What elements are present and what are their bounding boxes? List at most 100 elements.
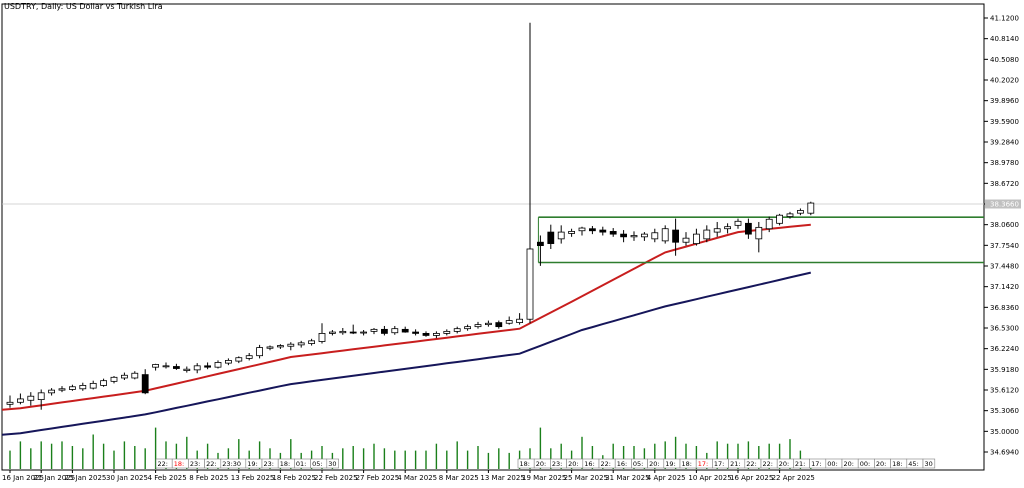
candle[interactable] (630, 235, 638, 238)
candle[interactable] (360, 331, 368, 334)
candle[interactable] (121, 374, 128, 379)
candle[interactable] (297, 342, 305, 346)
candle[interactable] (412, 331, 420, 334)
candle[interactable] (495, 322, 503, 328)
moving-average-slow (1, 271, 812, 436)
candle[interactable] (661, 228, 669, 242)
candle[interactable] (401, 328, 409, 333)
candle[interactable] (537, 241, 544, 247)
candle[interactable] (16, 398, 24, 403)
y-tick-label: 37.1420 (990, 283, 1019, 291)
candle[interactable] (224, 360, 232, 364)
candle[interactable] (204, 365, 212, 368)
session-label: 19: (665, 460, 675, 468)
candle[interactable] (797, 210, 804, 214)
candle[interactable] (131, 372, 139, 379)
session-label: 22: (601, 460, 611, 468)
candle[interactable] (609, 231, 617, 235)
candle[interactable] (724, 226, 731, 230)
candle[interactable] (589, 228, 596, 232)
candle[interactable] (141, 374, 149, 394)
candle[interactable] (713, 228, 721, 233)
candle[interactable] (484, 322, 492, 326)
candle[interactable] (214, 362, 222, 368)
candle[interactable] (682, 237, 690, 243)
session-label: 18: (892, 460, 902, 468)
candle[interactable] (152, 364, 160, 368)
candle[interactable] (37, 392, 45, 400)
candle[interactable] (651, 232, 659, 240)
candle[interactable] (256, 347, 264, 357)
session-label: 22: (206, 460, 216, 468)
x-tick-label: 25 Mar 2025 (564, 474, 608, 482)
candle[interactable] (464, 326, 472, 330)
candle[interactable] (328, 331, 336, 334)
session-label: 23: (190, 460, 200, 468)
candle[interactable] (443, 330, 451, 334)
candle[interactable] (745, 222, 752, 235)
candle[interactable] (318, 333, 326, 342)
candle[interactable] (287, 343, 295, 347)
candle[interactable] (183, 368, 191, 371)
candle[interactable] (193, 365, 201, 371)
candle[interactable] (245, 355, 253, 359)
candle[interactable] (235, 357, 243, 362)
candle[interactable] (620, 233, 627, 238)
candle[interactable] (172, 366, 180, 369)
candle[interactable] (599, 229, 607, 233)
candle[interactable] (526, 248, 534, 320)
candle[interactable] (266, 346, 274, 349)
candle[interactable] (786, 213, 794, 217)
y-tick-label: 35.0000 (990, 428, 1019, 436)
candle[interactable] (474, 324, 482, 328)
candle[interactable] (734, 220, 742, 226)
candle[interactable] (672, 229, 679, 243)
candle[interactable] (276, 345, 284, 348)
x-tick-label: 25 Jan 2025 (64, 474, 106, 482)
candle[interactable] (48, 389, 55, 394)
candle[interactable] (557, 231, 565, 240)
y-tick-label: 37.4480 (990, 263, 1019, 271)
candle[interactable] (703, 229, 711, 240)
candle[interactable] (162, 365, 170, 368)
x-tick-label: 18 Feb 2025 (272, 474, 316, 482)
moving-average-fast (1, 223, 811, 411)
session-label: 16: (584, 460, 594, 468)
candle[interactable] (765, 218, 773, 230)
candle[interactable] (79, 385, 87, 390)
candle[interactable] (547, 231, 555, 244)
candle[interactable] (349, 331, 357, 334)
candle[interactable] (370, 328, 378, 332)
candle[interactable] (391, 328, 399, 334)
candle[interactable] (100, 380, 107, 386)
x-tick-label: 13 Feb 2025 (231, 474, 275, 482)
candle[interactable] (380, 328, 388, 334)
candle[interactable] (432, 333, 440, 336)
candle[interactable] (339, 330, 347, 334)
candle[interactable] (578, 227, 586, 232)
candle[interactable] (69, 386, 76, 390)
candle[interactable] (641, 233, 648, 238)
candle[interactable] (755, 226, 763, 240)
y-tick-label: 40.5080 (990, 56, 1019, 64)
candle[interactable] (453, 328, 461, 332)
candle[interactable] (776, 214, 783, 224)
candle[interactable] (693, 233, 700, 244)
candle[interactable] (807, 202, 815, 214)
candle[interactable] (110, 376, 118, 382)
candle[interactable] (308, 340, 316, 344)
candle[interactable] (422, 333, 430, 336)
candle[interactable] (27, 395, 35, 401)
y-tick-label: 37.7540 (990, 242, 1019, 250)
candle[interactable] (58, 388, 66, 391)
candle[interactable] (568, 231, 575, 234)
candle[interactable] (6, 401, 14, 405)
y-tick-label: 39.8960 (990, 97, 1019, 105)
x-tick-label: 27 Feb 2025 (356, 474, 400, 482)
y-tick-label: 38.0600 (990, 221, 1019, 229)
candle[interactable] (89, 382, 97, 389)
candle[interactable] (516, 318, 523, 323)
session-label: 20: (568, 460, 578, 468)
candle[interactable] (505, 320, 513, 324)
